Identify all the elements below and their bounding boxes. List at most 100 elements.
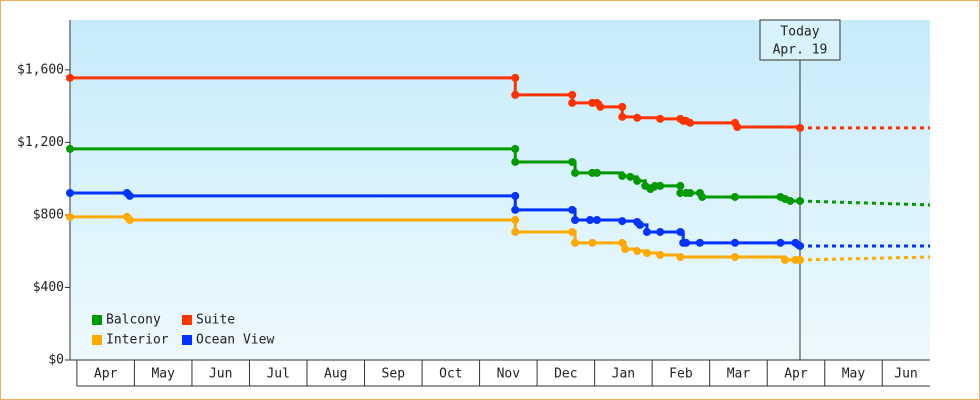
price-point	[642, 249, 651, 258]
x-tick-label: Dec	[554, 367, 577, 382]
legend-label: Balcony	[106, 313, 161, 328]
price-point	[66, 144, 74, 153]
price-point	[795, 255, 804, 264]
price-point	[695, 238, 704, 247]
y-tick-label: $0	[48, 353, 64, 368]
price-point	[730, 253, 739, 262]
price-point	[568, 227, 577, 236]
price-point	[676, 188, 685, 197]
y-tick-label: $1,600	[17, 62, 64, 77]
legend-label: Interior	[106, 333, 169, 348]
price-point	[571, 216, 580, 225]
price-point	[588, 238, 597, 247]
x-tick-label: Jun	[894, 367, 917, 382]
price-point	[795, 241, 804, 250]
price-point	[66, 212, 74, 221]
price-point	[568, 98, 577, 107]
x-tick-label: Oct	[439, 367, 462, 382]
x-tick-label: Feb	[669, 367, 693, 382]
price-point	[568, 157, 577, 166]
x-tick-label: May	[842, 367, 866, 382]
legend-swatch	[92, 335, 102, 345]
price-point	[511, 216, 520, 225]
legend-swatch	[182, 335, 192, 345]
plot-area	[70, 20, 930, 360]
x-tick-label: Sep	[382, 367, 406, 382]
price-point	[511, 157, 520, 166]
price-point	[66, 73, 74, 82]
price-point	[795, 123, 804, 132]
price-point	[636, 220, 645, 229]
price-point	[633, 247, 642, 256]
y-tick-label: $400	[33, 280, 64, 295]
x-tick-label: Apr	[784, 367, 808, 382]
price-point	[618, 238, 627, 247]
legend-swatch	[92, 315, 102, 325]
x-tick-label: Jul	[266, 367, 289, 382]
today-label: Today	[780, 25, 819, 40]
price-point	[592, 216, 601, 225]
price-point	[730, 238, 739, 247]
price-point	[676, 227, 685, 236]
projection-line	[799, 255, 931, 262]
price-point	[568, 205, 577, 214]
x-tick-label: Jan	[612, 367, 635, 382]
price-point	[676, 253, 685, 262]
price-point	[571, 168, 580, 177]
price-point	[656, 181, 665, 190]
price-point	[571, 238, 580, 247]
price-point	[730, 192, 739, 201]
price-point	[786, 196, 795, 205]
price-point	[125, 216, 134, 225]
price-point	[511, 90, 520, 99]
x-tick-label: May	[151, 367, 175, 382]
price-point	[511, 191, 520, 200]
today-label: Apr. 19	[773, 43, 828, 58]
price-point	[733, 122, 742, 131]
price-point	[511, 205, 520, 214]
price-point	[656, 114, 665, 123]
x-tick-label: Nov	[497, 367, 521, 382]
price-point	[618, 171, 627, 180]
price-point	[626, 172, 635, 181]
price-point	[686, 118, 695, 127]
price-point	[795, 196, 804, 205]
price-point	[642, 227, 651, 236]
price-point	[592, 168, 601, 177]
price-point	[618, 112, 627, 121]
today-box	[759, 19, 841, 61]
price-point	[621, 245, 630, 254]
price-point	[656, 227, 665, 236]
legend-swatch	[182, 315, 192, 325]
price-point	[596, 102, 605, 111]
price-point	[511, 227, 520, 236]
y-tick-label: $1,200	[17, 135, 64, 150]
legend-label: Suite	[196, 313, 235, 328]
x-tick-label: Mar	[727, 367, 751, 382]
price-point	[633, 113, 642, 122]
price-point	[633, 176, 642, 185]
price-point	[511, 73, 520, 82]
x-axis: Apr May Jun Jul Aug Sep Oct Nov Dec Jan Feb Mar Apr M…	[70, 359, 930, 387]
legend-label: Ocean View	[196, 333, 274, 348]
price-point	[682, 238, 691, 247]
price-point	[618, 217, 627, 226]
price-point	[66, 188, 74, 197]
price-point	[586, 216, 595, 225]
price-point	[698, 192, 707, 201]
price-point	[618, 102, 627, 111]
x-tick-label: Jun	[209, 367, 232, 382]
price-point	[676, 181, 685, 190]
price-point	[511, 144, 520, 153]
y-tick-label: $800	[33, 207, 64, 222]
price-point	[568, 90, 577, 99]
price-point	[686, 188, 695, 197]
x-tick-label: Apr	[94, 367, 118, 382]
x-tick-label: Aug	[324, 367, 347, 382]
projection-line	[799, 199, 931, 207]
price-point	[125, 191, 134, 200]
price-point	[781, 255, 790, 264]
price-point	[656, 251, 665, 260]
price-point	[776, 238, 785, 247]
